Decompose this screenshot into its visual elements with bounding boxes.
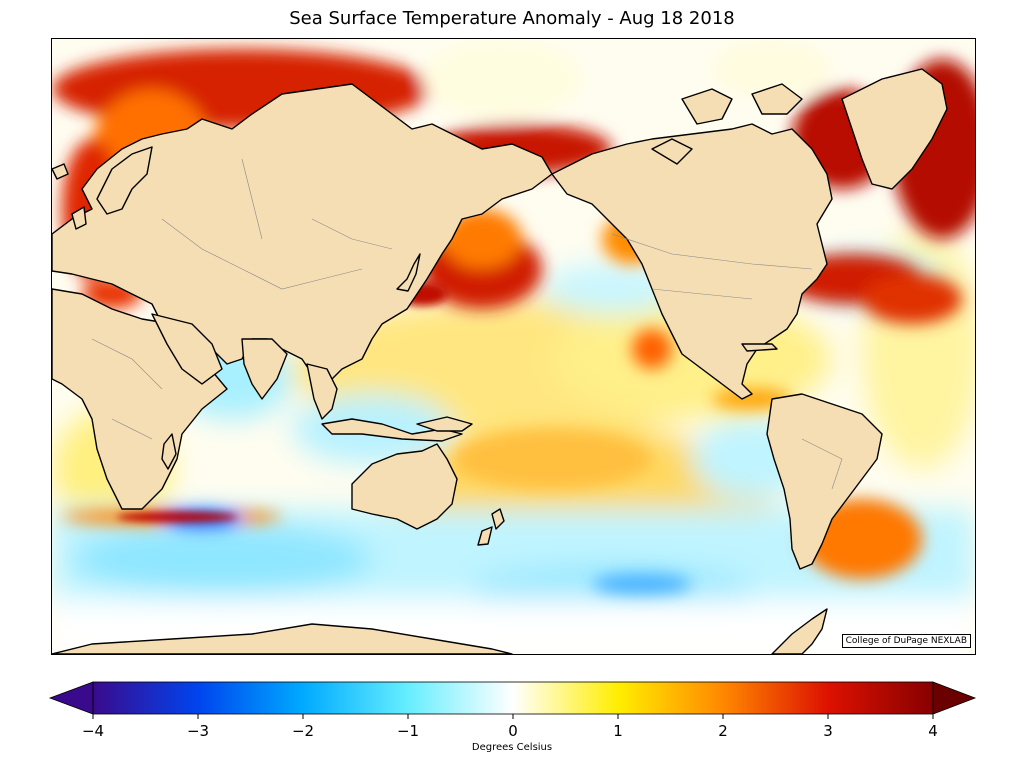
south-america xyxy=(766,393,883,570)
caribbean xyxy=(741,343,778,352)
iceland xyxy=(52,163,69,180)
colorbar-tick-label: −1 xyxy=(397,722,419,740)
indonesia xyxy=(321,418,463,442)
colorbar-extend-low xyxy=(48,681,94,715)
australia xyxy=(351,443,458,530)
colorbar-tick-label: 0 xyxy=(508,722,518,740)
credit-label: College of DuPage NEXLAB xyxy=(841,634,971,648)
southeast-asia xyxy=(306,363,338,420)
colorbar-tick-label: 2 xyxy=(718,722,728,740)
colorbar-extend-high xyxy=(932,681,977,715)
colorbar-label: Degrees Celsius xyxy=(471,742,553,753)
map-canvas xyxy=(52,39,975,654)
japan xyxy=(396,253,421,292)
map-title: Sea Surface Temperature Anomaly - Aug 18… xyxy=(289,8,735,29)
colorbar-body xyxy=(93,682,933,714)
colorbar-tick-label: −3 xyxy=(187,722,209,740)
colorbar-tick-label: 4 xyxy=(928,722,938,740)
british-isles xyxy=(71,206,87,230)
colorbar-tick-label: −4 xyxy=(82,722,104,740)
antarctic-peninsula xyxy=(771,608,828,654)
antarctica xyxy=(52,623,513,654)
india xyxy=(241,338,288,400)
new-guinea xyxy=(416,416,473,432)
new-zealand xyxy=(477,508,505,546)
scandinavia xyxy=(96,146,153,215)
sst-anomaly-map: College of DuPage NEXLAB xyxy=(51,38,976,655)
land-masses xyxy=(52,68,948,654)
canadian-arctic-islands xyxy=(651,83,803,165)
colorbar-tick-label: 3 xyxy=(823,722,833,740)
colorbar-tick-label: 1 xyxy=(613,722,623,740)
colorbar-tick-label: −2 xyxy=(292,722,314,740)
country-borders xyxy=(91,158,843,490)
arabia xyxy=(151,313,223,385)
colorbar: −4 −3 −2 −1 0 1 2 3 4 xyxy=(48,681,977,740)
colorbar-ticks: −4 −3 −2 −1 0 1 2 3 4 xyxy=(82,714,938,740)
madagascar xyxy=(161,433,177,470)
greenland xyxy=(841,68,948,190)
